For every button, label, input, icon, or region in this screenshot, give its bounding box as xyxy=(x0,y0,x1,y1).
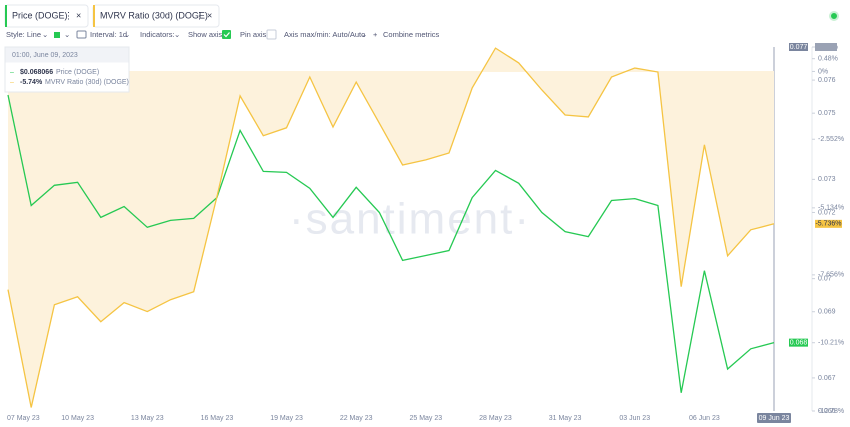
status-dot xyxy=(829,11,839,21)
x-tick-label: 28 May 23 xyxy=(479,415,512,422)
last-value-label: -5.736% xyxy=(815,221,841,228)
axis-max-label: 0.077 xyxy=(790,44,808,51)
x-tick-label: 09 Jun 23 xyxy=(759,415,790,422)
tooltip-metric: Price (DOGE) xyxy=(56,69,99,76)
y2-tick-label: 0.48% xyxy=(818,56,838,63)
check-icon xyxy=(223,32,230,38)
axis-max-tag xyxy=(789,43,808,51)
x-tick-label: 07 May 23 xyxy=(7,415,40,422)
tab-close[interactable]: × xyxy=(207,10,212,20)
x-tick-label: 06 Jun 23 xyxy=(689,415,720,422)
y2-tick-label: 0% xyxy=(818,68,828,75)
pin-axis[interactable]: Pin axis xyxy=(240,30,267,39)
show-axis[interactable]: Show axis xyxy=(188,30,222,39)
chevron: ⌄ xyxy=(124,30,130,39)
tooltip-value: $0.068066 xyxy=(20,69,53,76)
combine-metrics[interactable]: Combine metrics xyxy=(383,30,440,39)
tab-label: Price (DOGE) xyxy=(12,10,68,20)
x-tick-label: 03 Jun 23 xyxy=(619,415,650,422)
last-value-label: 0.068 xyxy=(790,339,808,346)
x-tick-label: 19 May 23 xyxy=(270,415,303,422)
x-label-highlight xyxy=(757,413,791,423)
y2-tick-label: -2.552% xyxy=(818,136,844,143)
tooltip-header xyxy=(5,47,129,63)
y-tick-label: 0.069 xyxy=(818,309,836,316)
tab-label: MVRV Ratio (30d) (DOGE) xyxy=(100,10,208,20)
tab-accent xyxy=(93,5,95,27)
y2-tick-label: -7.656% xyxy=(818,272,844,279)
area xyxy=(8,48,774,408)
last-value-tag xyxy=(815,219,842,228)
tooltip-date: 01:00, June 09, 2023 xyxy=(12,52,78,59)
y2-tick-label: -12.78% xyxy=(818,408,844,415)
overlay: 01:00, June 09, 2023 – $0.068066 Price (… xyxy=(4,46,130,93)
plot: 0.077 0.076 0.075 0.073 0.072 0.07 0.069 0.067 0… xyxy=(7,43,844,423)
line xyxy=(7,94,775,393)
tooltip-metric: MVRV Ratio (30d) (DOGE) xyxy=(45,79,129,86)
axis-max-tag xyxy=(815,43,837,51)
x-tick-label: 10 May 23 xyxy=(61,415,94,422)
x-tick-label: 22 May 23 xyxy=(340,415,373,422)
plus: + xyxy=(373,30,378,39)
chevron: ⌄ xyxy=(174,30,180,39)
style-select[interactable]: Style: Line xyxy=(6,30,41,39)
y2-tick-label: -5.134% xyxy=(818,205,844,212)
tab-menu[interactable]: ⋮ xyxy=(64,10,73,20)
y-tick-label: 0.066 xyxy=(818,408,836,415)
calendar-icon[interactable] xyxy=(76,30,87,39)
chevron: ⌄ xyxy=(42,30,48,39)
interval-select[interactable]: Interval: 1d xyxy=(90,30,127,39)
x-tick-label: 25 May 23 xyxy=(409,415,442,422)
checkbox[interactable] xyxy=(266,29,277,40)
legend-swatch: – xyxy=(10,79,14,86)
y2-tick-label: -10.21% xyxy=(818,340,844,347)
legend-swatch: – xyxy=(10,69,14,76)
x-tick-label: 13 May 23 xyxy=(131,415,164,422)
x-tick-label: 31 May 23 xyxy=(549,415,582,422)
x-tick-label: 16 May 23 xyxy=(201,415,234,422)
tab-menu[interactable]: ⋮ xyxy=(195,10,204,20)
y-tick-label: 0.075 xyxy=(818,110,836,117)
tooltip-value: -5.74% xyxy=(20,79,43,86)
y-tick-label: 0.072 xyxy=(818,209,836,216)
y-tick-label: 0.076 xyxy=(818,77,836,84)
tab-accent xyxy=(5,5,7,27)
chevron: ⌄ xyxy=(361,30,367,39)
y-tick-label: 0.073 xyxy=(818,176,836,183)
watermark: ·santiment· xyxy=(289,195,531,244)
indicators[interactable]: Indicators: xyxy=(140,30,175,39)
y-tick-label: 0.067 xyxy=(818,375,836,382)
color-picker[interactable] xyxy=(54,32,60,38)
chevron: ⌄ xyxy=(64,30,70,39)
last-value-tag xyxy=(789,338,808,347)
y-tick-label: 0.07 xyxy=(818,275,832,282)
tab-close[interactable]: × xyxy=(76,10,81,20)
checkbox-checked[interactable] xyxy=(222,30,231,39)
axis-minmax[interactable]: Axis max/min: Auto/Auto xyxy=(284,30,365,39)
line xyxy=(7,47,775,408)
